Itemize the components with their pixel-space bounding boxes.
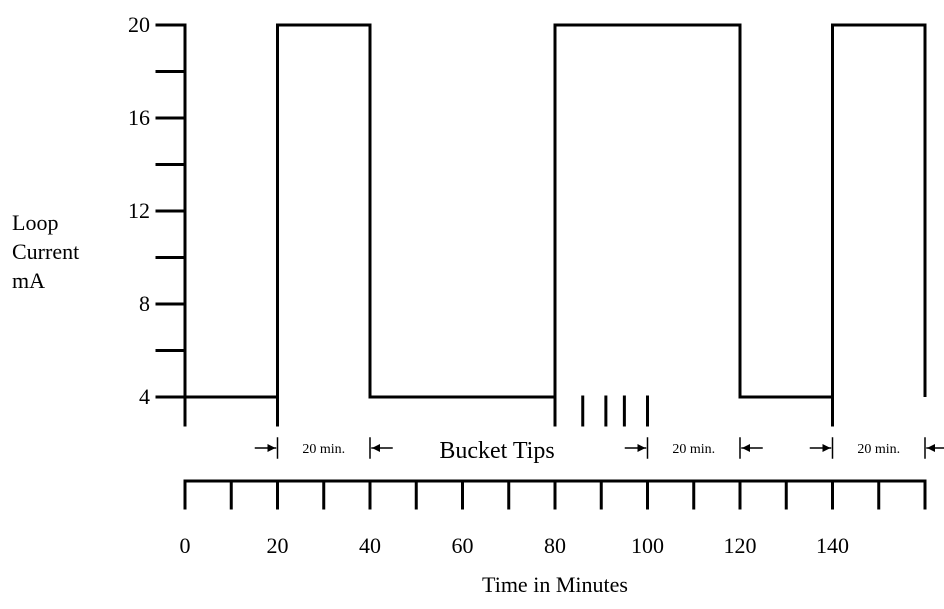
y-axis-label-line-1: Loop <box>12 210 58 235</box>
duration-left-arrowhead <box>823 444 831 452</box>
time-tick-label-20: 20 <box>267 533 289 558</box>
y-tick-label-8: 8 <box>139 291 150 316</box>
duration-right-arrowhead <box>372 444 380 452</box>
bucket-tips-label: Bucket Tips <box>439 438 554 464</box>
x-axis-label: Time in Minutes <box>482 572 628 597</box>
time-tick-label-140: 140 <box>816 533 849 558</box>
duration-left-arrowhead <box>268 444 276 452</box>
time-tick-label-40: 40 <box>359 533 381 558</box>
duration-label-1: 20 min. <box>302 442 345 457</box>
bucket-tip-marks <box>583 397 648 425</box>
y-axis-label-line-2: Current <box>12 239 79 264</box>
y-tick-label-16: 16 <box>128 105 150 130</box>
y-tick-label-12: 12 <box>128 198 150 223</box>
loop-current-signal <box>185 25 925 425</box>
time-tick-label-120: 120 <box>724 533 757 558</box>
y-axis-label: Loop Current mA <box>12 210 79 293</box>
duration-left-arrowhead <box>638 444 646 452</box>
duration-right-arrowhead <box>742 444 750 452</box>
y-axis-label-line-3: mA <box>12 268 45 293</box>
loop-current-trace <box>185 25 925 397</box>
time-tick-label-100: 100 <box>631 533 664 558</box>
duration-annotation-1: 20 min. <box>256 438 393 458</box>
time-axis: 0 20 40 60 80 100 120 140 <box>180 481 926 558</box>
y-tick-label-20: 20 <box>128 12 150 37</box>
time-tick-label-60: 60 <box>452 533 474 558</box>
y-tick-label-4: 4 <box>139 384 150 409</box>
time-tick-label-0: 0 <box>180 533 191 558</box>
duration-annotation-3: 20 min. <box>811 438 944 458</box>
y-axis: 4 8 12 16 20 <box>128 12 185 409</box>
time-tick-label-80: 80 <box>544 533 566 558</box>
duration-annotations: 20 min. 20 min. 20 min. <box>256 438 944 458</box>
duration-right-arrowhead <box>927 444 935 452</box>
duration-label-2: 20 min. <box>672 442 715 457</box>
duration-annotation-2: 20 min. <box>626 438 763 458</box>
duration-label-3: 20 min. <box>857 442 900 457</box>
